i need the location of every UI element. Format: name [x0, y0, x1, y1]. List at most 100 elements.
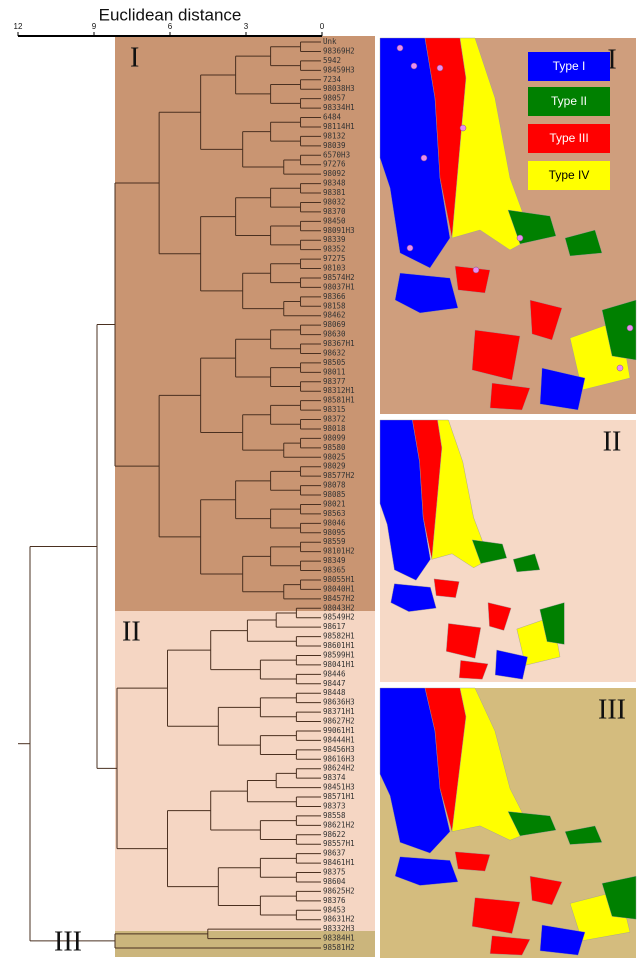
axis-tick-label: 9: [92, 22, 97, 31]
axis-tick-label: 12: [14, 22, 23, 31]
leaf-label: 98032: [323, 197, 346, 206]
leaf-label: 98158: [323, 301, 346, 310]
leaf-label: 98370: [323, 207, 346, 216]
leaf-label: 98339: [323, 235, 346, 244]
leaf-label: 98559: [323, 537, 346, 546]
leaf-label: 98459H3: [323, 65, 355, 74]
site-marker: [473, 267, 479, 273]
leaf-label: 98505: [323, 358, 346, 367]
leaf-label: 98018: [323, 424, 346, 433]
leaf-label: 5942: [323, 56, 341, 65]
leaf-label: 98374: [323, 773, 346, 782]
leaf-label: 98627H2: [323, 717, 355, 726]
leaf-label: 98312H1: [323, 386, 355, 395]
leaf-label: 98021: [323, 499, 346, 508]
figure: Euclidean distance Unk98369H2594298459H3…: [0, 0, 638, 960]
map-label: II: [603, 426, 622, 457]
leaf-label: 98369H2: [323, 46, 355, 55]
leaf-label: 98453: [323, 905, 346, 914]
leaf-label: 98558: [323, 811, 346, 820]
leaf-label: 98637: [323, 849, 346, 858]
site-marker: [517, 235, 523, 241]
axis-tick-label: 0: [320, 22, 325, 31]
leaf-label: 98101H2: [323, 547, 355, 556]
leaf-label: 98039: [323, 141, 346, 150]
leaf-label: 98103: [323, 264, 346, 273]
leaf-label: 98577H2: [323, 471, 355, 480]
cluster-label: II: [122, 616, 141, 647]
leaf-label: 98091H3: [323, 226, 355, 235]
leaf-label: 98375: [323, 868, 346, 877]
leaf-label: 98574H2: [323, 273, 355, 282]
leaf-label: 98451H3: [323, 783, 355, 792]
leaf-label: 98625H2: [323, 886, 355, 895]
leaf-label: 98622: [323, 830, 346, 839]
leaf-label: 98604: [323, 877, 346, 886]
leaf-label: 98636H3: [323, 698, 355, 707]
map-label: III: [598, 694, 626, 725]
leaf-label: 98617: [323, 622, 346, 631]
leaf-label: 98557H1: [323, 839, 355, 848]
leaf-label: 98462: [323, 311, 346, 320]
site-marker: [407, 245, 413, 251]
leaf-label: 6570H3: [323, 150, 350, 159]
leaf-label: 98456H3: [323, 745, 355, 754]
leaf-label: 98099: [323, 433, 346, 442]
leaf-label: 98011: [323, 367, 346, 376]
leaf-label: 98349: [323, 556, 346, 565]
leaf-label: 98549H2: [323, 613, 355, 622]
leaf-label: 98632: [323, 348, 346, 357]
legend-label: Type III: [549, 131, 588, 145]
leaf-label: 98092: [323, 169, 346, 178]
leaf-label: 98114H1: [323, 122, 355, 131]
leaf-label: 98461H1: [323, 858, 355, 867]
leaf-label: 98025: [323, 452, 346, 461]
leaf-label: 98367H1: [323, 339, 355, 348]
leaf-label: 98365: [323, 566, 346, 575]
map-region: [434, 579, 459, 598]
leaf-label: 98046: [323, 518, 346, 527]
leaf-label: 98043H2: [323, 603, 355, 612]
site-marker: [411, 63, 417, 69]
leaf-label: 98057: [323, 94, 346, 103]
leaf-label: 98571H1: [323, 792, 355, 801]
leaf-label: 98132: [323, 131, 346, 140]
leaf-label: 7234: [323, 75, 342, 84]
leaf-label: 98095: [323, 528, 346, 537]
leaf-label: 98038H3: [323, 84, 355, 93]
legend-label: Type IV: [549, 168, 590, 182]
leaf-label: 98377: [323, 377, 346, 386]
leaf-label: 98448: [323, 688, 346, 697]
leaf-label: 98332H3: [323, 924, 355, 933]
leaf-label: 98315: [323, 405, 346, 414]
leaf-label: 98384H1: [323, 934, 355, 943]
leaf-label: 98334H1: [323, 103, 355, 112]
site-marker: [617, 365, 623, 371]
leaf-label: 98373: [323, 801, 346, 810]
axis-tick-label: 6: [168, 22, 173, 31]
leaf-label: 98446: [323, 669, 346, 678]
map-region: [455, 852, 490, 871]
leaf-label: 98372: [323, 415, 346, 424]
leaf-label: 98055H1: [323, 575, 355, 584]
leaf-label: 98563: [323, 509, 346, 518]
leaf-label: 98041H1: [323, 660, 355, 669]
leaf-label: 98581H1: [323, 396, 355, 405]
leaf-label: Unk: [323, 37, 337, 46]
leaf-label: 98601H1: [323, 641, 355, 650]
leaf-label: 98616H3: [323, 754, 355, 763]
leaf-label: 6484: [323, 113, 342, 122]
cluster-label: I: [130, 42, 139, 73]
axis-tick-label: 3: [244, 22, 249, 31]
legend-label: Type I: [553, 59, 586, 73]
leaf-label: 98457H2: [323, 594, 355, 603]
leaf-label: 98582H1: [323, 632, 355, 641]
leaf-label: 98631H2: [323, 915, 355, 924]
cluster-label: III: [54, 926, 82, 957]
legend-label: Type II: [551, 94, 587, 108]
site-marker: [437, 65, 443, 71]
leaf-label: 99061H1: [323, 726, 355, 735]
leaf-label: 98630: [323, 330, 346, 339]
leaf-label: 98624H2: [323, 764, 355, 773]
leaf-label: 98447: [323, 679, 346, 688]
